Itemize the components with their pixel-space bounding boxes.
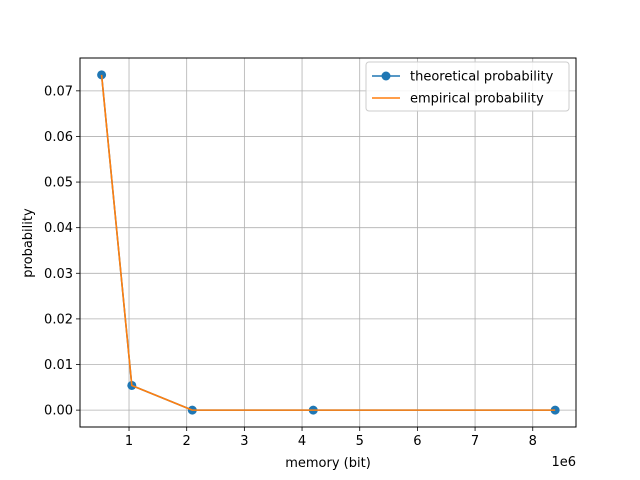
x-tick-label: 5 — [356, 434, 364, 449]
series-line-empirical — [100, 74, 556, 411]
x-tick-label: 7 — [471, 434, 479, 449]
x-tick-label: 1 — [125, 434, 133, 449]
legend-label-empirical: empirical probability — [410, 92, 544, 107]
x-tick-label: 2 — [183, 434, 191, 449]
y-tick-label: 0.00 — [44, 404, 73, 419]
axis-ticks: 1 2 3 4 5 6 7 8 0.00 0.01 0.02 0.03 0.04 0.05 0.06 0.07 — [44, 84, 537, 449]
x-axis-label: memory (bit) — [285, 456, 371, 471]
series-layer — [97, 70, 560, 415]
legend-marker-theoretical — [381, 71, 391, 81]
x-tick-label: 4 — [298, 434, 306, 449]
legend-box — [365, 61, 570, 112]
y-tick-label: 0.02 — [44, 312, 73, 327]
legend: theoretical probability empirical probab… — [365, 61, 570, 112]
y-tick-label: 0.03 — [44, 267, 73, 282]
y-tick-label: 0.07 — [44, 84, 73, 99]
x-tick-label: 8 — [529, 434, 537, 449]
y-tick-label: 0.01 — [44, 358, 73, 373]
y-axis-label: probability — [21, 208, 36, 278]
data-point-theoretical — [97, 70, 107, 80]
plot-area-frame — [79, 57, 577, 428]
y-tick-label: 0.04 — [44, 221, 73, 236]
legend-label-theoretical: theoretical probability — [410, 70, 554, 85]
y-tick-label: 0.06 — [44, 130, 73, 145]
x-axis-offset-label: 1e6 — [551, 455, 576, 470]
grid-lines — [80, 58, 576, 427]
y-tick-label: 0.05 — [44, 176, 73, 191]
x-tick-label: 6 — [413, 434, 421, 449]
x-tick-label: 3 — [240, 434, 248, 449]
